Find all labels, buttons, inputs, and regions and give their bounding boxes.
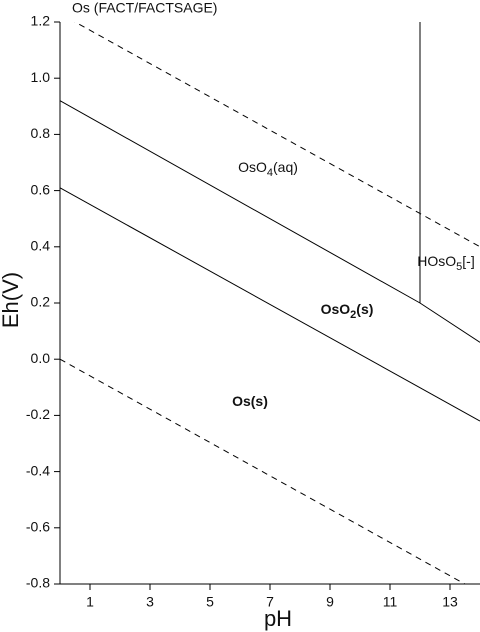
x-tick-label: 11 [383, 594, 398, 610]
y-tick-label: -0.8 [26, 575, 50, 591]
region-label-part: OsO [238, 159, 267, 175]
region-label-part: 4 [267, 167, 273, 179]
y-tick-label: 0.4 [31, 238, 51, 254]
region-label: OsO4(aq) [238, 159, 298, 179]
region-label-part: (aq) [273, 159, 298, 175]
region-label-part: 2 [350, 309, 356, 321]
region-label-part: Os(s) [232, 393, 268, 409]
x-axis-label: pH [264, 606, 292, 631]
x-tick-label: 1 [86, 594, 94, 610]
y-axis-label: Eh(V) [0, 272, 23, 328]
boundary-line [60, 100, 480, 343]
y-tick-label: -0.6 [26, 519, 50, 535]
x-tick-label: 3 [146, 594, 154, 610]
y-tick-label: 1.2 [31, 13, 51, 29]
boundary-line [60, 358, 466, 584]
plot-area [60, 22, 480, 584]
region-label-part: [-] [462, 253, 474, 269]
region-label: OsO2(s) [321, 301, 374, 321]
x-tick-label: 7 [266, 594, 274, 610]
x-tick-label: 5 [206, 594, 214, 610]
region-label-part: HOsO [417, 253, 456, 269]
region-label-part: (s) [356, 301, 373, 317]
boundary-line [60, 187, 480, 422]
region-label: Os(s) [232, 393, 268, 409]
boundary-line [74, 22, 480, 248]
region-label-part: 5 [456, 261, 462, 273]
chart-title: Os (FACT/FACTSAGE) [72, 0, 217, 16]
y-tick-label: 0.6 [31, 181, 51, 197]
x-tick-label: 9 [326, 594, 334, 610]
x-tick-label: 13 [442, 594, 458, 610]
y-tick-label: -0.2 [26, 406, 50, 422]
region-label-part: OsO [321, 301, 351, 317]
y-tick-label: 0.8 [31, 125, 51, 141]
region-label: HOsO5[-] [417, 253, 474, 273]
y-tick-label: 0.2 [31, 294, 51, 310]
y-tick-label: 0.0 [31, 350, 51, 366]
y-tick-label: 1.0 [31, 69, 51, 85]
y-tick-label: -0.4 [26, 462, 50, 478]
